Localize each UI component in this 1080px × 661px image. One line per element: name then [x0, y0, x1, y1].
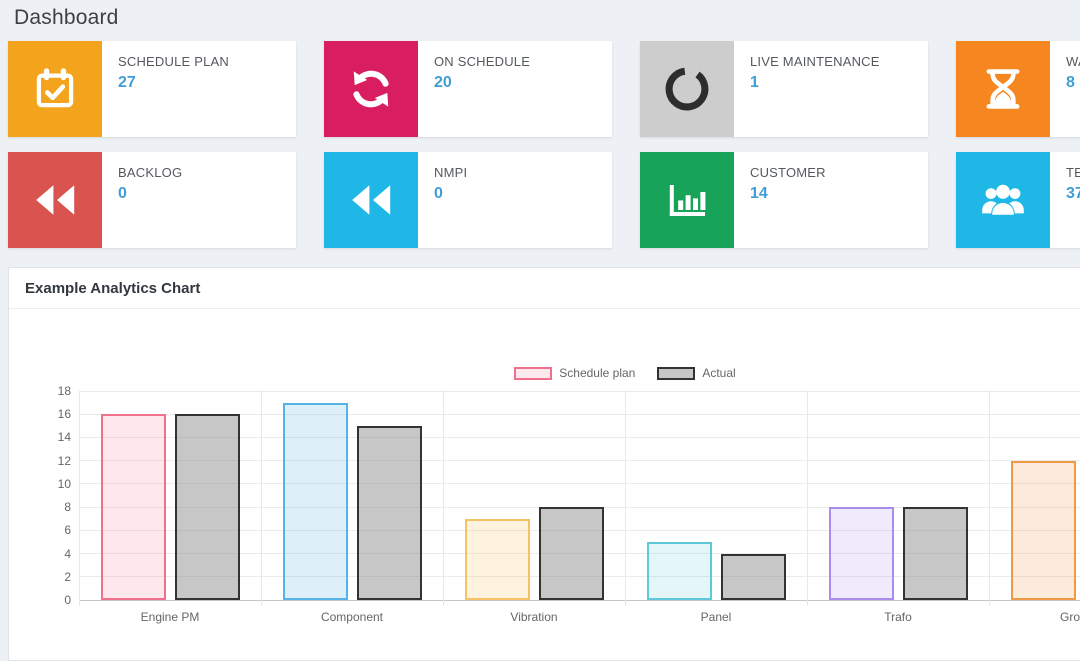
- bar-schedule-plan-vibration: [464, 518, 530, 600]
- x-axis-category-label: Vibration: [510, 610, 558, 624]
- x-axis-category-label: Ground: [1059, 610, 1080, 624]
- y-axis-tick-label: 8: [64, 500, 71, 515]
- bar-schedule-plan-component: [282, 402, 348, 600]
- dashboard-page: Dashboard SCHEDULE PLAN 27 ON SCHEDULE 20 LI…: [0, 6, 1080, 661]
- bar-chart-icon: [640, 152, 734, 248]
- stat-card-value: 1: [750, 74, 759, 91]
- stat-card-body: SCHEDULE PLAN 27: [102, 41, 229, 137]
- legend-item-schedule-plan[interactable]: Schedule plan: [514, 366, 635, 380]
- legend-label: Schedule plan: [559, 366, 636, 380]
- y-axis-tick-label: 10: [57, 476, 71, 491]
- gridline: [79, 390, 1080, 392]
- calendar-check-icon: [8, 41, 102, 137]
- stat-card-body: LIVE MAINTENANCE 1: [734, 41, 880, 137]
- stat-card-value: 0: [118, 185, 127, 202]
- gridline: [79, 460, 1080, 462]
- analytics-panel-body: Schedule plan Actual 0 2 4 6 8 10 12 14 16 18 Engine…: [9, 366, 1080, 640]
- legend-swatch: [657, 366, 696, 380]
- stat-card-label: NMPI: [434, 165, 468, 180]
- gridline: [79, 413, 1080, 415]
- users-icon: [956, 152, 1050, 248]
- analytics-panel-title: Example Analytics Chart: [25, 280, 201, 297]
- backward-icon: [324, 152, 418, 248]
- y-axis-tick-label: 18: [57, 384, 71, 398]
- stat-card-value: 27: [118, 74, 136, 91]
- stat-card-waiting[interactable]: WAITING 8: [956, 41, 1080, 137]
- stat-card-label: BACKLOG: [118, 165, 183, 180]
- bar-actual-engine-pm: [174, 414, 240, 600]
- stat-card-value: 0: [434, 185, 443, 202]
- stat-card-on-schedule[interactable]: ON SCHEDULE 20: [324, 41, 612, 137]
- stat-card-value: 37: [1066, 185, 1080, 202]
- legend-item-actual[interactable]: Actual: [657, 366, 736, 380]
- bar-schedule-plan-trafo: [828, 507, 894, 600]
- hourglass-icon: [956, 41, 1050, 137]
- gridline: [79, 483, 1080, 485]
- x-axis-category-label: Engine PM: [140, 610, 200, 624]
- stat-card-backlog[interactable]: BACKLOG 0: [8, 152, 296, 248]
- gridline: [625, 391, 626, 606]
- y-axis-tick-label: 4: [64, 546, 71, 561]
- gridline: [79, 506, 1080, 508]
- x-axis-category-label: Panel: [700, 610, 732, 624]
- bar-schedule-plan-engine-pm: [100, 414, 166, 600]
- stat-card-label: TECHNICIAN: [1066, 165, 1080, 180]
- y-axis-tick-label: 12: [57, 453, 71, 468]
- stat-card-value: 14: [750, 185, 768, 202]
- gridline: [79, 391, 80, 606]
- chart-legend: Schedule plan Actual: [79, 366, 1080, 380]
- y-axis-tick-label: 14: [57, 430, 71, 445]
- stat-card-body: BACKLOG 0: [102, 152, 182, 248]
- bar-schedule-plan-panel: [646, 541, 712, 600]
- gridline: [79, 553, 1080, 555]
- chart-plot-area: 0 2 4 6 8 10 12 14 16 18 Engine PM Component Vibrati…: [58, 384, 1080, 624]
- x-axis-category-label: Trafo: [884, 610, 912, 624]
- backward-icon: [8, 152, 102, 248]
- stat-card-value: 8: [1066, 74, 1075, 91]
- analytics-bar-chart: Schedule plan Actual 0 2 4 6 8 10 12 14 16 18 Engine…: [19, 366, 1080, 624]
- bar-actual-trafo: [902, 507, 968, 600]
- analytics-panel-header: Example Analytics Chart: [9, 268, 1080, 309]
- gridline: [989, 391, 990, 606]
- stat-card-body: WAITING 8: [1050, 41, 1080, 137]
- stat-card-nmpi[interactable]: NMPI 0: [324, 152, 612, 248]
- gridline: [807, 391, 808, 606]
- stat-card-live-maintenance[interactable]: LIVE MAINTENANCE 1: [640, 41, 928, 137]
- gridline: [79, 529, 1080, 531]
- y-axis-tick-label: 2: [64, 569, 71, 584]
- y-axis-tick-label: 16: [57, 407, 71, 422]
- stat-card-schedule-plan[interactable]: SCHEDULE PLAN 27: [8, 41, 296, 137]
- gridline: [79, 576, 1080, 578]
- stat-card-label: SCHEDULE PLAN: [118, 54, 229, 69]
- stat-card-body: TECHNICIAN 37: [1050, 152, 1080, 248]
- stat-card-customer[interactable]: CUSTOMER 14: [640, 152, 928, 248]
- stat-card-label: CUSTOMER: [750, 165, 826, 180]
- legend-swatch: [514, 366, 553, 380]
- stat-card-label: ON SCHEDULE: [434, 54, 531, 69]
- bar-schedule-plan-ground: [1010, 460, 1076, 600]
- gridline: [79, 436, 1080, 438]
- x-axis-category-label: Component: [320, 610, 384, 624]
- analytics-panel: Example Analytics Chart Schedule plan Act…: [8, 267, 1080, 661]
- stat-card-technician[interactable]: TECHNICIAN 37: [956, 152, 1080, 248]
- gridline: [79, 599, 1080, 601]
- gridline: [261, 391, 262, 606]
- stat-card-body: CUSTOMER 14: [734, 152, 826, 248]
- bar-actual-panel: [720, 553, 786, 600]
- stat-card-value: 20: [434, 74, 452, 91]
- stat-card-label: WAITING: [1066, 54, 1080, 69]
- page-title: Dashboard: [14, 6, 119, 29]
- stat-cards: SCHEDULE PLAN 27 ON SCHEDULE 20 LIVE MAINTEN…: [8, 41, 1080, 248]
- stat-card-body: NMPI 0: [418, 152, 467, 248]
- stat-card-body: ON SCHEDULE 20: [418, 41, 530, 137]
- legend-label: Actual: [702, 366, 736, 380]
- stat-card-label: LIVE MAINTENANCE: [750, 54, 880, 69]
- bar-actual-component: [356, 425, 422, 600]
- circle-notch-icon: [640, 41, 734, 137]
- gridline: [443, 391, 444, 606]
- y-axis-tick-label: 6: [64, 523, 71, 538]
- bar-actual-vibration: [538, 507, 604, 600]
- y-axis-tick-label: 0: [64, 593, 71, 607]
- refresh-icon: [324, 41, 418, 137]
